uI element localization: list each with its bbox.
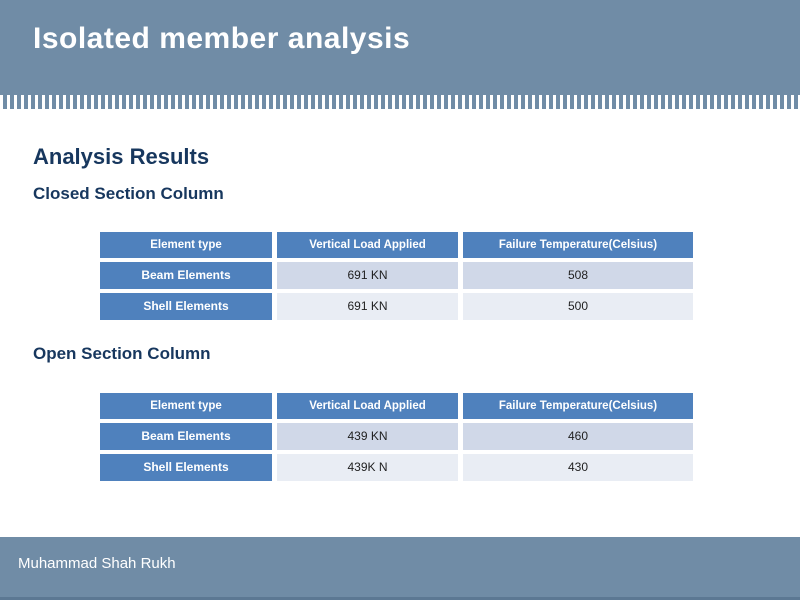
table-cell: 691 KN	[277, 262, 458, 289]
row-label: Beam Elements	[100, 262, 272, 289]
table-cell: 691 KN	[277, 293, 458, 320]
row-label: Shell Elements	[100, 454, 272, 481]
header-bar: Isolated member analysis	[0, 0, 800, 109]
footer-author-name: Muhammad Shah Rukh	[18, 555, 176, 572]
column-header-vertical-load: Vertical Load Applied	[277, 232, 458, 258]
table-cell: 439 KN	[277, 423, 458, 450]
row-label: Shell Elements	[100, 293, 272, 320]
footer-bar: Muhammad Shah Rukh	[0, 537, 800, 600]
column-header-failure-temperature: Failure Temperature(Celsius)	[463, 232, 693, 258]
table-cell: 439K N	[277, 454, 458, 481]
column-header-element-type: Element type	[100, 393, 272, 419]
bottom-edge-line	[0, 597, 800, 600]
column-header-failure-temperature: Failure Temperature(Celsius)	[463, 393, 693, 419]
table-cell: 508	[463, 262, 693, 289]
open-section-table: Element type Vertical Load Applied Failu…	[100, 393, 693, 481]
row-label: Beam Elements	[100, 423, 272, 450]
table-cell: 430	[463, 454, 693, 481]
slide-title: Isolated member analysis	[33, 22, 411, 55]
column-header-vertical-load: Vertical Load Applied	[277, 393, 458, 419]
analysis-results-heading: Analysis Results	[33, 144, 210, 169]
closed-section-table: Element type Vertical Load Applied Failu…	[100, 232, 693, 320]
tick-strip-decoration	[0, 95, 800, 109]
table-cell: 460	[463, 423, 693, 450]
open-section-heading: Open Section Column	[33, 344, 211, 363]
column-header-element-type: Element type	[100, 232, 272, 258]
table-cell: 500	[463, 293, 693, 320]
closed-section-heading: Closed Section Column	[33, 184, 224, 203]
